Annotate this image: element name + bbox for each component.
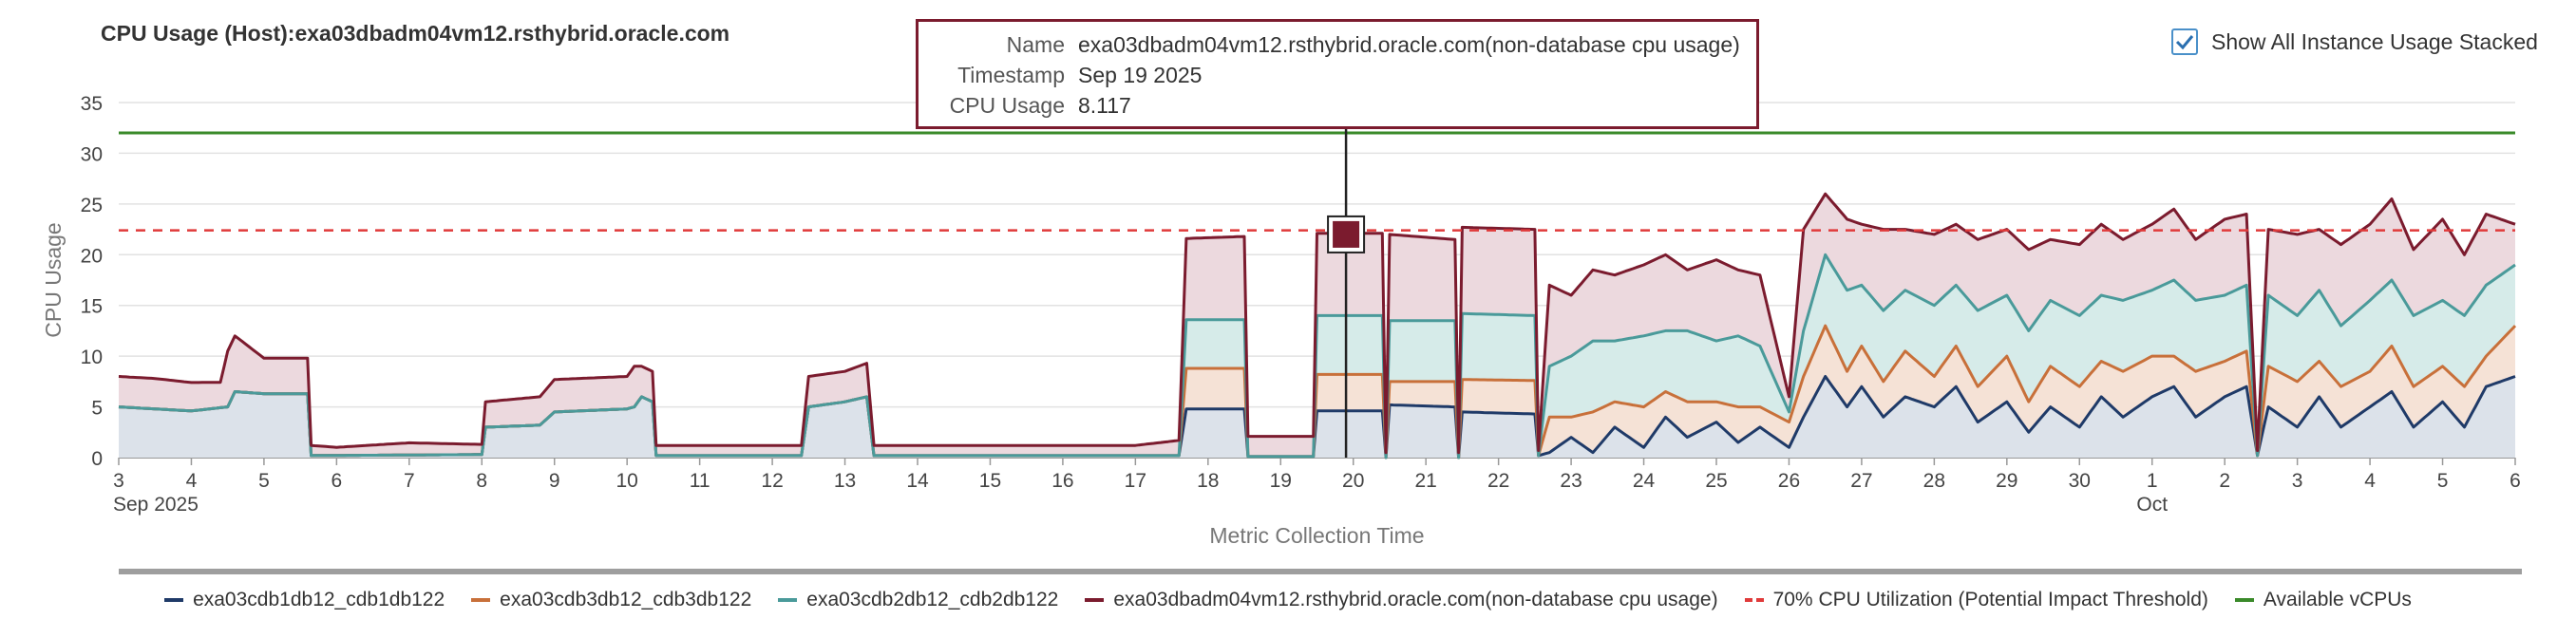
x-tick-label: 6 xyxy=(2510,470,2521,492)
x-tick-label: 30 xyxy=(2069,470,2091,492)
legend-item[interactable]: exa03dbadm04vm12.rsthybrid.oracle.com(no… xyxy=(1085,589,1718,611)
x-tick-label: 23 xyxy=(1560,470,1582,492)
tooltip-usage-key: CPU Usage xyxy=(949,93,1065,118)
data-tooltip: Name exa03dbadm04vm12.rsthybrid.oracle.co… xyxy=(916,19,1759,129)
x-tick-label: 6 xyxy=(331,470,343,492)
x-tick-label: 27 xyxy=(1850,470,1872,492)
y-tick-label: 35 xyxy=(81,93,103,115)
x-tick-label: 7 xyxy=(404,470,415,492)
x-tick-label: 21 xyxy=(1415,470,1437,492)
x-tick-label: 3 xyxy=(2292,470,2303,492)
legend-swatch xyxy=(1085,598,1105,602)
x-tick-label: 5 xyxy=(2437,470,2449,492)
legend-label: exa03cdb1db12_cdb1db122 xyxy=(193,589,445,610)
x-tick-label: 1 xyxy=(2147,470,2158,492)
y-tick-label: 15 xyxy=(81,296,103,318)
legend-item[interactable]: exa03cdb2db12_cdb2db122 xyxy=(778,589,1058,611)
x-tick-label: 19 xyxy=(1270,470,1292,492)
y-tick-label: 5 xyxy=(91,398,103,420)
x-tick-sublabel: Sep 2025 xyxy=(113,494,199,516)
tooltip-name-key: Name xyxy=(1006,32,1065,57)
tooltip-timestamp-value: Sep 19 2025 xyxy=(1078,63,1203,87)
x-tick-label: 16 xyxy=(1051,470,1073,492)
x-tick-label: 28 xyxy=(1923,470,1945,492)
x-tick-label: 13 xyxy=(834,470,856,492)
hover-marker xyxy=(1333,220,1360,248)
legend-item[interactable]: 70% CPU Utilization (Potential Impact Th… xyxy=(1744,589,2208,611)
x-tick-label: 15 xyxy=(979,470,1001,492)
x-tick-label: 4 xyxy=(186,470,198,492)
tooltip-timestamp-key: Timestamp xyxy=(957,63,1065,87)
x-tick-label: 24 xyxy=(1633,470,1656,492)
chart-title: CPU Usage (Host):exa03dbadm04vm12.rsthyb… xyxy=(101,21,730,46)
x-tick-label: 2 xyxy=(2219,470,2230,492)
legend-label: 70% CPU Utilization (Potential Impact Th… xyxy=(1772,589,2208,610)
x-tick-label: 17 xyxy=(1125,470,1146,492)
stack-toggle[interactable]: Show All Instance Usage Stacked xyxy=(2171,28,2538,55)
series-line-2 xyxy=(118,253,2516,460)
legend-swatch xyxy=(471,598,491,602)
legend-label: Available vCPUs xyxy=(2263,589,2412,610)
series-line-3 xyxy=(118,192,2516,455)
series-area-3 xyxy=(119,194,2515,458)
x-tick-label: 8 xyxy=(476,470,487,492)
tooltip-name-value: exa03dbadm04vm12.rsthybrid.oracle.com(no… xyxy=(1078,32,1740,57)
x-tick-label: 11 xyxy=(690,470,710,492)
tooltip-usage-value: 8.117 xyxy=(1078,93,1131,118)
legend-item[interactable]: Available vCPUs xyxy=(2234,589,2412,611)
x-tick-label: 20 xyxy=(1342,470,1364,492)
legend-item[interactable]: exa03cdb1db12_cdb1db122 xyxy=(164,589,445,611)
y-tick-label: 30 xyxy=(81,143,103,165)
x-tick-label: 14 xyxy=(906,470,929,492)
y-tick-label: 25 xyxy=(81,195,103,216)
x-tick-label: 22 xyxy=(1487,470,1509,492)
x-tick-label: 29 xyxy=(1996,470,2017,492)
y-tick-label: 10 xyxy=(81,347,103,368)
x-tick-label: 10 xyxy=(616,470,638,492)
legend-item[interactable]: exa03cdb3db12_cdb3db122 xyxy=(471,589,751,611)
legend-label: exa03cdb3db12_cdb3db122 xyxy=(500,589,752,610)
x-tick-label: 12 xyxy=(761,470,783,492)
legend-swatch xyxy=(1744,598,1764,602)
x-tick-label: 18 xyxy=(1197,470,1219,492)
x-tick-label: 26 xyxy=(1778,470,1800,492)
x-tick-label: 4 xyxy=(2364,470,2376,492)
legend-label: exa03dbadm04vm12.rsthybrid.oracle.com(no… xyxy=(1113,589,1718,610)
x-tick-sublabel: Oct xyxy=(2136,494,2168,516)
chart-legend: exa03cdb1db12_cdb1db122 exa03cdb3db12_cdb… xyxy=(0,589,2576,611)
x-tick-label: 9 xyxy=(549,470,560,492)
y-axis-title: CPU Usage xyxy=(41,222,66,337)
legend-swatch xyxy=(164,598,184,602)
x-tick-label: 5 xyxy=(258,470,270,492)
y-tick-label: 20 xyxy=(81,245,103,267)
stack-toggle-label: Show All Instance Usage Stacked xyxy=(2211,28,2538,54)
stack-checkbox[interactable] xyxy=(2171,28,2198,55)
x-tick-label: 3 xyxy=(113,470,124,492)
checkmark-icon xyxy=(2175,35,2194,50)
legend-swatch xyxy=(2234,598,2254,602)
x-tick-label: 25 xyxy=(1705,470,1727,492)
legend-label: exa03cdb2db12_cdb2db122 xyxy=(806,589,1059,610)
y-tick-label: 0 xyxy=(91,448,103,470)
legend-swatch xyxy=(778,598,798,602)
x-axis-title: Metric Collection Time xyxy=(1209,523,1424,548)
